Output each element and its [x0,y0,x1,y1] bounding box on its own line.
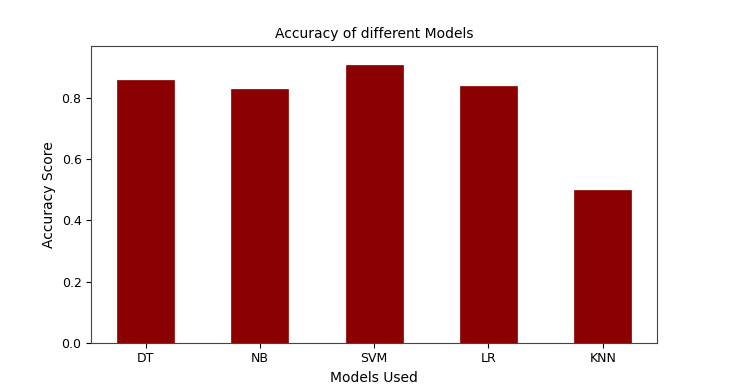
Bar [231,89,288,343]
Y-axis label: Accuracy Score: Accuracy Score [42,141,56,248]
X-axis label: Models Used: Models Used [330,371,418,385]
Bar [345,65,403,343]
Bar [117,80,174,343]
Bar [574,190,631,343]
Title: Accuracy of different Models: Accuracy of different Models [275,27,473,41]
Bar [460,86,517,343]
